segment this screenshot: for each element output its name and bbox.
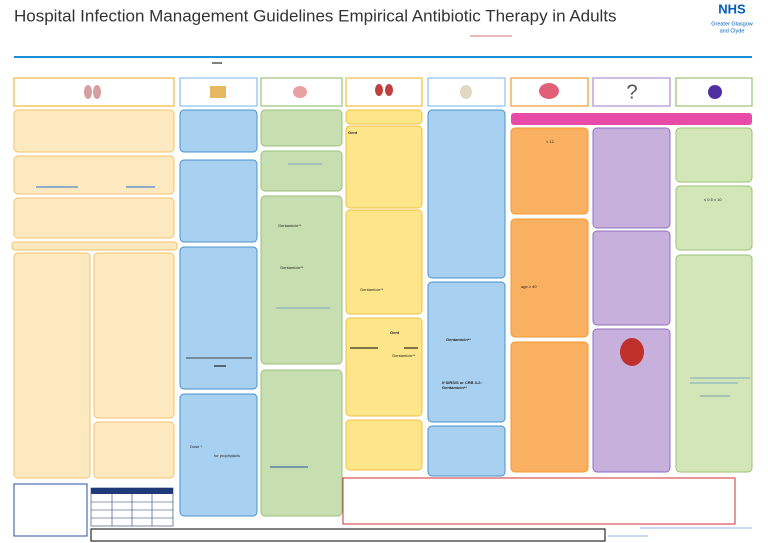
panel-text: Gent [390,330,400,335]
panel-text: Dose * [190,444,202,449]
logo: NHS [718,1,746,16]
panel-text: Gentamicin** [392,353,416,358]
logo-line: and Clyde [720,28,745,34]
panel-text: If SIRS/S or CRB 3-2: Gentamicin** [442,380,482,390]
panel-text: age ≥ 40 [521,284,537,289]
panel-text: < 12 [546,139,555,144]
panel-text: for prophylaxis [214,453,240,458]
panel-text: ≤ 0.5 x 10 [704,197,722,202]
panel-text: Gentamicin** [446,337,471,342]
title: Hospital Infection Management Guidelines… [14,6,617,25]
panel-text: Gentamicin** [360,287,384,292]
panel-text: Gent [348,130,358,135]
logo-line: Greater Glasgow [711,21,753,27]
panel-text: Gentamicin** [280,265,304,270]
panel-text: Gentamicin** [278,223,302,228]
svg-text:?: ? [626,81,637,103]
